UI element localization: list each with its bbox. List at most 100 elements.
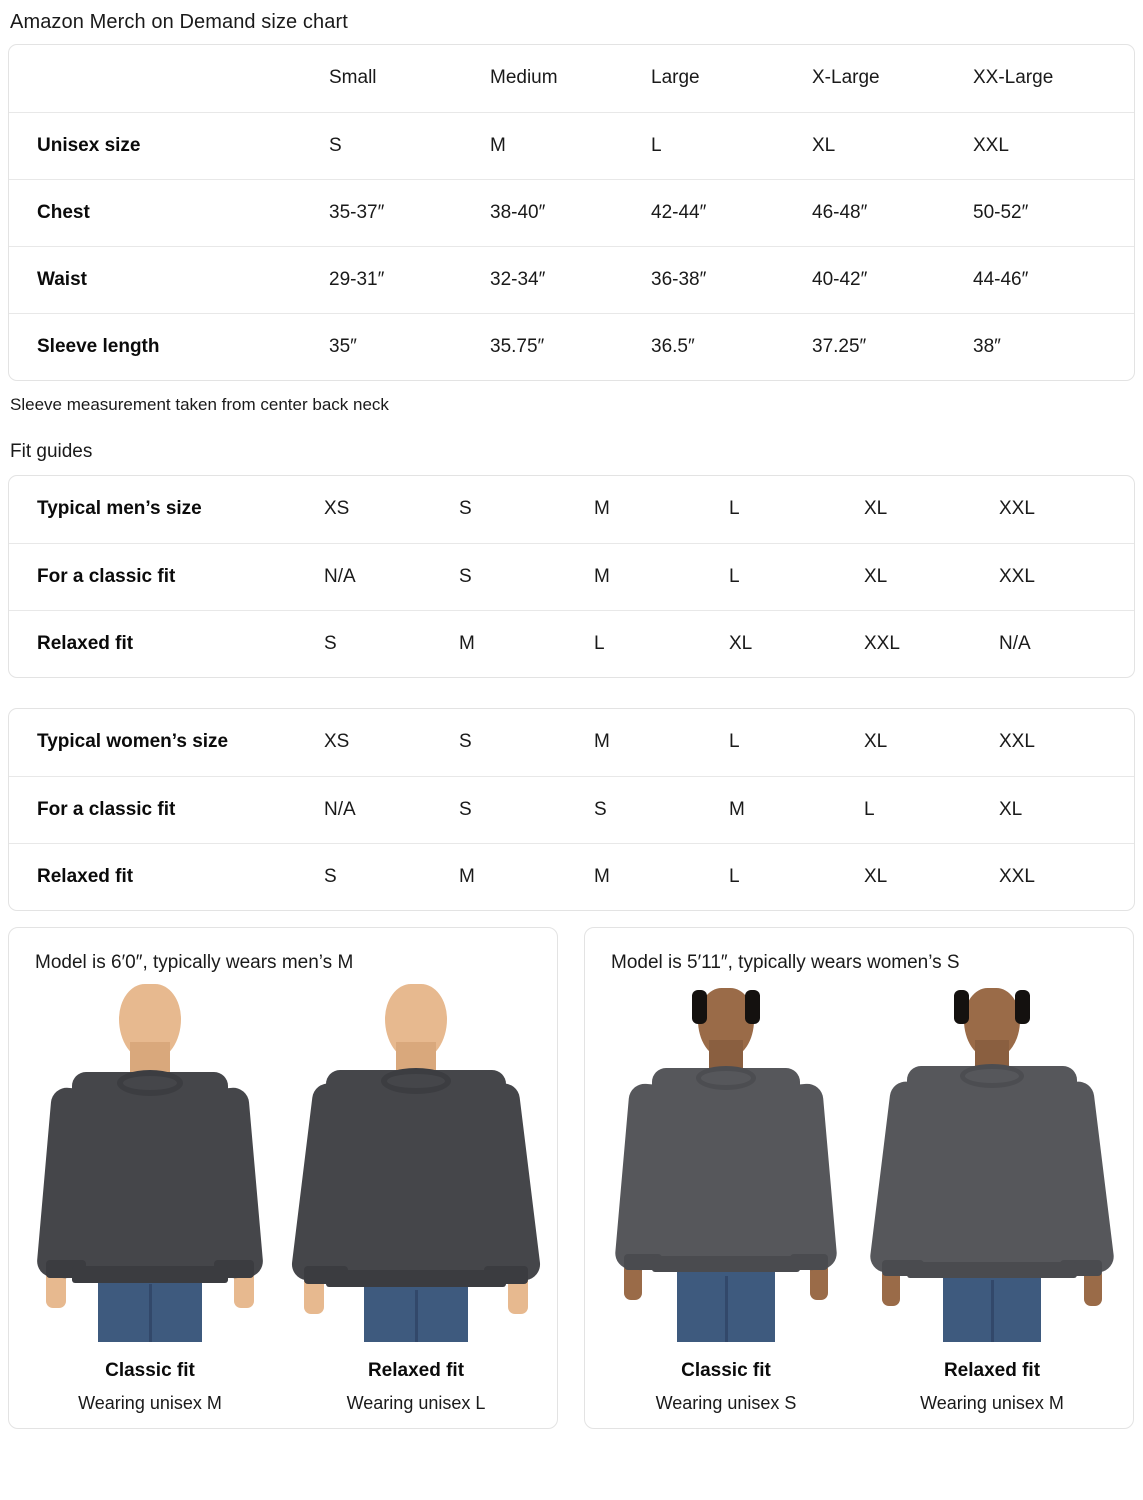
table-row: Unisex size S M L XL XXL <box>9 112 1134 179</box>
cell-womens-typical-4: L <box>729 731 740 753</box>
cell-sleeve-large: 36.5″ <box>651 335 695 357</box>
cell-sleeve-small: 35″ <box>329 335 357 357</box>
mens-model-photo-row <box>9 980 557 1342</box>
header-cell-blank <box>9 45 329 112</box>
womens-fit-guide-table: Typical women’s size XS S M L XL XXL For… <box>9 709 1134 910</box>
cell-mens-classic-1: N/A <box>324 565 356 587</box>
female-model-classic-fit-photo <box>606 984 846 1342</box>
cell-womens-typical-5: XL <box>864 731 888 753</box>
cell-mens-relaxed-6: N/A <box>999 632 1031 654</box>
header-cell-large: Large <box>651 67 700 89</box>
cell-mens-typical-4: L <box>729 498 740 520</box>
cell-womens-typical-6: XXL <box>999 731 1035 753</box>
cell-chest-xx-large: 50-52″ <box>973 201 1029 223</box>
size-measurement-table-card: Small Medium Large X-Large XX-Large Unis… <box>8 44 1135 381</box>
mens-relaxed-fit-photo-cell <box>290 980 542 1342</box>
cell-unisex-medium: M <box>490 134 506 156</box>
header-cell-xx-large: XX-Large <box>973 67 1054 89</box>
womens-classic-fit-caption: Classic fit Wearing unisex S <box>601 1360 851 1414</box>
mens-relaxed-fit-caption: Relaxed fit Wearing unisex L <box>291 1360 541 1414</box>
row-label-womens-relaxed-fit: Relaxed fit <box>37 865 134 887</box>
table-row: Relaxed fit S M M L XL XXL <box>9 843 1134 910</box>
cell-mens-relaxed-3: L <box>594 632 605 654</box>
womens-classic-fit-photo-cell <box>601 980 851 1342</box>
cell-mens-typical-5: XL <box>864 498 888 520</box>
cell-mens-typical-1: XS <box>324 498 350 520</box>
cell-sleeve-x-large: 37.25″ <box>812 335 867 357</box>
cell-mens-classic-3: M <box>594 565 610 587</box>
cell-womens-typical-3: M <box>594 731 610 753</box>
page-title: Amazon Merch on Demand size chart <box>10 11 348 33</box>
mens-model-card-title: Model is 6′0″, typically wears men’s M <box>35 952 354 973</box>
row-label-mens-classic-fit: For a classic fit <box>37 565 176 587</box>
cell-mens-typical-2: S <box>459 498 472 520</box>
cell-chest-medium: 38-40″ <box>490 201 546 223</box>
caption-wearing-label: Wearing unisex M <box>920 1393 1064 1413</box>
cell-womens-classic-3: S <box>594 798 607 820</box>
cell-womens-relaxed-6: XXL <box>999 865 1035 887</box>
caption-wearing-label: Wearing unisex S <box>655 1393 797 1413</box>
table-row: Waist 29-31″ 32-34″ 36-38″ 40-42″ 44-46″ <box>9 246 1134 313</box>
cell-unisex-small: S <box>329 134 342 156</box>
mens-fit-guide-table-card: Typical men’s size XS S M L XL XXL For a… <box>8 475 1135 678</box>
model-cards-container: Model is 6′0″, typically wears men’s M <box>8 927 1135 1429</box>
cell-waist-large: 36-38″ <box>651 268 707 290</box>
caption-wearing-label: Wearing unisex M <box>78 1393 222 1413</box>
cell-waist-small: 29-31″ <box>329 268 385 290</box>
womens-relaxed-fit-photo-cell <box>867 980 1117 1342</box>
cell-womens-relaxed-5: XL <box>864 865 888 887</box>
cell-mens-relaxed-1: S <box>324 632 337 654</box>
cell-sleeve-xx-large: 38″ <box>973 335 1001 357</box>
cell-womens-relaxed-1: S <box>324 865 337 887</box>
table-row: Chest 35-37″ 38-40″ 42-44″ 46-48″ 50-52″ <box>9 179 1134 246</box>
cell-womens-classic-4: M <box>729 798 745 820</box>
cell-womens-classic-6: XL <box>999 798 1023 820</box>
cell-womens-relaxed-3: M <box>594 865 610 887</box>
cell-chest-x-large: 46-48″ <box>812 201 868 223</box>
cell-unisex-xx-large: XXL <box>973 134 1009 156</box>
womens-relaxed-fit-caption: Relaxed fit Wearing unisex M <box>867 1360 1117 1414</box>
cell-womens-classic-2: S <box>459 798 472 820</box>
cell-waist-medium: 32-34″ <box>490 268 546 290</box>
cell-womens-classic-5: L <box>864 798 875 820</box>
cell-mens-classic-2: S <box>459 565 472 587</box>
table-row: Relaxed fit S M L XL XXL N/A <box>9 610 1134 677</box>
size-chart-page: Amazon Merch on Demand size chart Small … <box>8 11 1135 1429</box>
cell-womens-relaxed-4: L <box>729 865 740 887</box>
table-row: For a classic fit N/A S S M L XL <box>9 776 1134 843</box>
row-label-unisex-size: Unisex size <box>37 134 141 156</box>
row-label-mens-relaxed-fit: Relaxed fit <box>37 632 134 654</box>
fit-guides-heading: Fit guides <box>10 441 93 462</box>
cell-womens-typical-2: S <box>459 731 472 753</box>
cell-womens-classic-1: N/A <box>324 798 356 820</box>
cell-unisex-large: L <box>651 134 662 156</box>
table-header-row: Small Medium Large X-Large XX-Large <box>9 45 1134 112</box>
cell-chest-large: 42-44″ <box>651 201 707 223</box>
table-row: Sleeve length 35″ 35.75″ 36.5″ 37.25″ 38… <box>9 313 1134 380</box>
cell-chest-small: 35-37″ <box>329 201 385 223</box>
cell-unisex-x-large: XL <box>812 134 836 156</box>
row-label-chest: Chest <box>37 201 90 223</box>
cell-mens-typical-3: M <box>594 498 610 520</box>
cell-mens-classic-6: XXL <box>999 565 1035 587</box>
mens-caption-row: Classic fit Wearing unisex M Relaxed fit… <box>9 1342 557 1414</box>
womens-model-photo-row <box>585 980 1133 1342</box>
caption-fit-label: Relaxed fit <box>367 1360 465 1381</box>
table-row: Typical men’s size XS S M L XL XXL <box>9 476 1134 543</box>
womens-model-card: Model is 5′11″, typically wears women’s … <box>584 927 1134 1429</box>
cell-mens-classic-4: L <box>729 565 740 587</box>
mens-classic-fit-caption: Classic fit Wearing unisex M <box>25 1360 275 1414</box>
cell-mens-relaxed-4: XL <box>729 632 753 654</box>
caption-fit-label: Classic fit <box>681 1360 771 1381</box>
row-label-womens-classic-fit: For a classic fit <box>37 798 176 820</box>
row-label-waist: Waist <box>37 268 87 290</box>
male-model-relaxed-fit-photo <box>290 984 542 1342</box>
cell-mens-relaxed-2: M <box>459 632 475 654</box>
table-row: For a classic fit N/A S M L XL XXL <box>9 543 1134 610</box>
mens-classic-fit-photo-cell <box>25 980 275 1342</box>
caption-wearing-label: Wearing unisex L <box>346 1393 486 1413</box>
cell-mens-relaxed-5: XXL <box>864 632 900 654</box>
womens-fit-guide-table-card: Typical women’s size XS S M L XL XXL For… <box>8 708 1135 911</box>
cell-mens-typical-6: XXL <box>999 498 1035 520</box>
sleeve-measurement-note: Sleeve measurement taken from center bac… <box>10 395 389 414</box>
